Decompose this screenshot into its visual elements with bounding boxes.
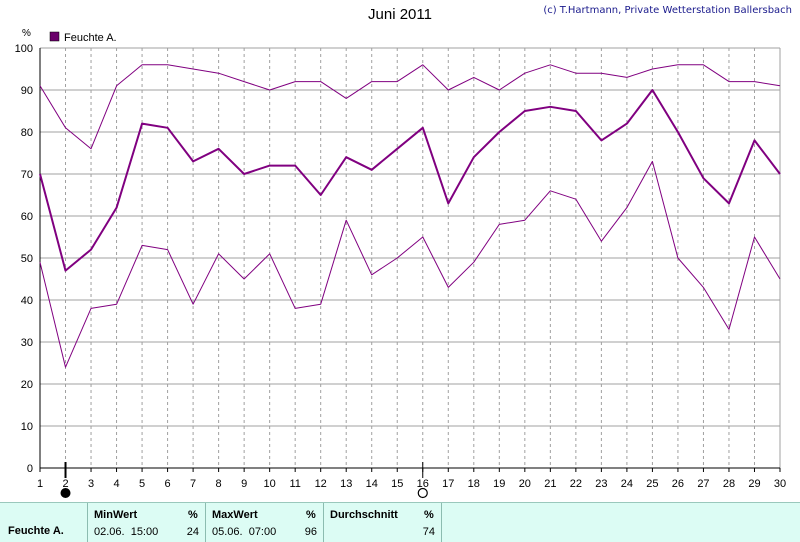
- x-tick-label: 11: [289, 478, 300, 490]
- x-tick-label: 16: [417, 478, 429, 490]
- x-tick-label: 19: [493, 478, 505, 490]
- x-tick-label: 12: [315, 478, 327, 490]
- x-tick-label: 6: [165, 478, 171, 490]
- x-tick-label: 13: [340, 478, 352, 490]
- x-tick-label: 9: [241, 478, 247, 490]
- max-value: 96: [304, 526, 317, 538]
- min-date-time: 02.06. 15:00: [94, 526, 159, 538]
- legend: Feuchte A.: [49, 31, 117, 44]
- max-header: MaxWert: [212, 509, 258, 521]
- x-tick-label: 26: [672, 478, 684, 490]
- avg-value: 74: [422, 526, 435, 538]
- x-tick-label: 7: [190, 478, 196, 490]
- max-cell: MaxWert % 05.06. 07:00 96: [206, 503, 324, 542]
- x-tick-label: 10: [264, 478, 276, 490]
- x-tick-label: 20: [519, 478, 531, 490]
- x-tick-label: 2: [62, 478, 68, 490]
- y-tick-label: 0: [27, 463, 33, 475]
- avg-unit: %: [424, 509, 434, 521]
- x-tick-label: 14: [366, 478, 378, 490]
- avg-header: Durchschnitt: [330, 509, 398, 521]
- avg-cell: Durchschnitt % 74: [324, 503, 442, 542]
- y-tick-label: 100: [15, 43, 33, 55]
- x-tick-label: 5: [139, 478, 145, 490]
- x-tick-label: 28: [723, 478, 735, 490]
- y-tick-label: 20: [21, 379, 33, 391]
- x-tick-label: 21: [544, 478, 556, 490]
- series-line-min: [39, 160, 781, 368]
- x-tick-label: 22: [570, 478, 582, 490]
- min-value: 24: [186, 526, 199, 538]
- copyright-text: (c) T.Hartmann, Private Wetterstation Ba…: [543, 5, 792, 16]
- series-line-average: [39, 89, 781, 272]
- y-tick-label: 30: [21, 337, 33, 349]
- series-line-max: [39, 64, 781, 150]
- x-tick-label: 23: [595, 478, 607, 490]
- y-tick-label: 10: [21, 421, 33, 433]
- legend-swatch: [49, 31, 60, 42]
- stats-row-label-cell: Feuchte A.: [0, 503, 88, 542]
- y-unit-label: %: [22, 28, 31, 39]
- grid: [40, 47, 780, 468]
- min-header: MinWert: [94, 509, 138, 521]
- x-tick-label: 30: [774, 478, 786, 490]
- min-unit: %: [188, 509, 198, 521]
- max-unit: %: [306, 509, 316, 521]
- stats-panel: Feuchte A. MinWert % 02.06. 15:00 24 Max…: [0, 502, 800, 542]
- x-tick-label: 18: [468, 478, 480, 490]
- markers: [60, 462, 428, 499]
- x-tick-label: 27: [697, 478, 709, 490]
- x-tick-label: 4: [113, 478, 119, 490]
- x-tick-label: 29: [748, 478, 760, 490]
- y-tick-label: 50: [21, 253, 33, 265]
- max-marker-icon: [417, 487, 428, 499]
- x-tick-label: 15: [391, 478, 403, 490]
- max-date-time: 05.06. 07:00: [212, 526, 277, 538]
- y-tick-label: 40: [21, 295, 33, 307]
- legend-label: Feuchte A.: [64, 32, 117, 44]
- x-tick-label: 3: [88, 478, 94, 490]
- min-cell: MinWert % 02.06. 15:00 24: [88, 503, 206, 542]
- y-tick-label: 70: [21, 169, 33, 181]
- stats-row-label: Feuchte A.: [8, 525, 64, 537]
- x-tick-label: 25: [646, 478, 658, 490]
- x-tick-label: 24: [621, 478, 633, 490]
- y-tick-label: 60: [21, 211, 33, 223]
- x-tick-label: 8: [216, 478, 222, 490]
- min-marker-icon: [60, 488, 71, 498]
- x-tick-label: 1: [37, 478, 43, 490]
- y-tick-label: 90: [21, 85, 33, 97]
- series-lines: [39, 64, 781, 368]
- x-tick-label: 17: [442, 478, 454, 490]
- chart-title: Juni 2011: [368, 6, 432, 23]
- y-tick-label: 80: [21, 127, 33, 139]
